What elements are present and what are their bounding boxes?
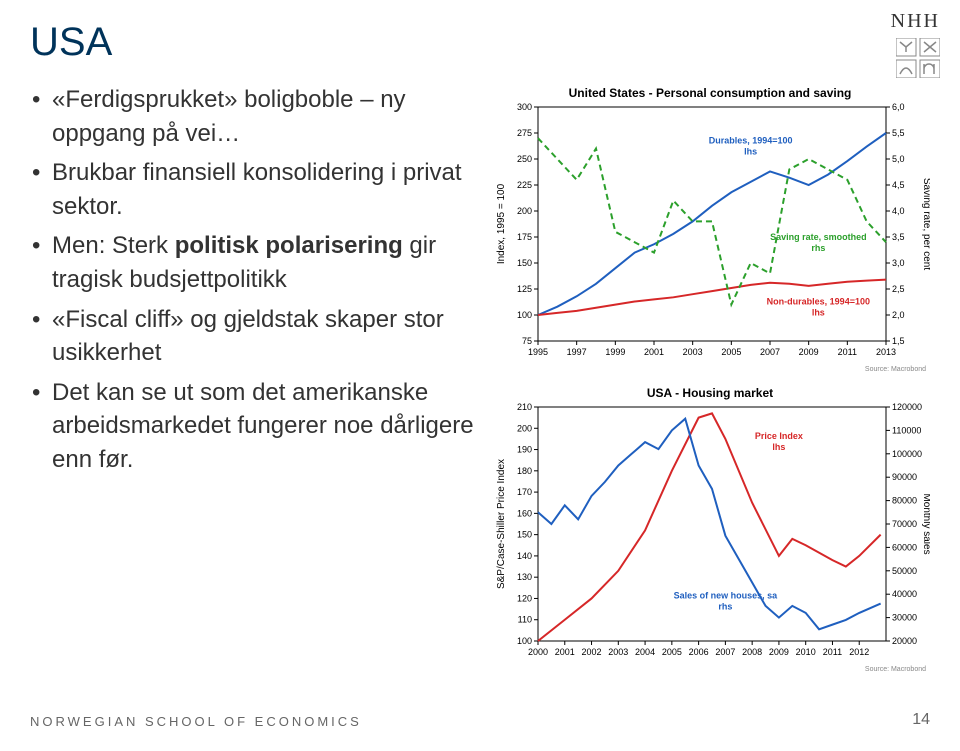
- svg-text:S&P/Case-Shiller Price Index: S&P/Case-Shiller Price Index: [496, 459, 507, 589]
- svg-text:1999: 1999: [605, 347, 625, 357]
- svg-text:Sales of new houses, sa: Sales of new houses, sa: [674, 590, 779, 600]
- bullet-item: Brukbar finansiell konsolidering i priva…: [48, 156, 480, 223]
- bullet-item: «Ferdigsprukket» boligboble – ny oppgang…: [48, 83, 480, 150]
- svg-text:2006: 2006: [689, 647, 709, 657]
- bullet-item: Det kan se ut som det amerikanske arbeid…: [48, 376, 480, 477]
- svg-text:5,0: 5,0: [892, 154, 905, 164]
- svg-text:1995: 1995: [528, 347, 548, 357]
- svg-text:2004: 2004: [635, 647, 655, 657]
- svg-text:75: 75: [522, 336, 532, 346]
- svg-text:125: 125: [517, 284, 532, 294]
- nhh-logo-icons: [896, 38, 940, 78]
- svg-text:2011: 2011: [823, 647, 842, 657]
- svg-text:130: 130: [517, 572, 532, 582]
- svg-text:2012: 2012: [849, 647, 869, 657]
- bullet-item: Men: Sterk politisk polarisering gir tra…: [48, 229, 480, 296]
- svg-text:150: 150: [517, 258, 532, 268]
- svg-text:6,0: 6,0: [892, 102, 905, 112]
- svg-text:30000: 30000: [892, 613, 917, 623]
- svg-text:110: 110: [518, 615, 532, 625]
- svg-text:150: 150: [517, 530, 532, 540]
- svg-text:2010: 2010: [796, 647, 816, 657]
- svg-text:170: 170: [517, 487, 532, 497]
- chart-consumption-saving: United States - Personal consumption and…: [490, 83, 930, 373]
- svg-text:120000: 120000: [892, 402, 922, 412]
- svg-text:lhs: lhs: [772, 442, 785, 452]
- svg-text:225: 225: [517, 180, 532, 190]
- svg-text:110000: 110000: [892, 425, 921, 435]
- svg-text:Saving rate, smoothed: Saving rate, smoothed: [770, 232, 867, 242]
- svg-text:40000: 40000: [892, 589, 917, 599]
- svg-text:200: 200: [517, 206, 532, 216]
- svg-text:2005: 2005: [662, 647, 682, 657]
- svg-text:lhs: lhs: [744, 146, 757, 156]
- svg-text:3,5: 3,5: [892, 232, 905, 242]
- bullet-item: «Fiscal cliff» og gjeldstak skaper stor …: [48, 303, 480, 370]
- svg-text:140: 140: [517, 551, 532, 561]
- svg-text:100: 100: [517, 636, 532, 646]
- svg-text:2013: 2013: [876, 347, 896, 357]
- svg-text:2003: 2003: [683, 347, 703, 357]
- svg-text:Saving rate, per cent: Saving rate, per cent: [921, 178, 930, 270]
- svg-text:1,5: 1,5: [892, 336, 905, 346]
- svg-text:Monthly sales: Monthly sales: [921, 493, 930, 554]
- svg-text:2,5: 2,5: [892, 284, 905, 294]
- svg-text:120: 120: [517, 593, 532, 603]
- nhh-logo-text: NHH: [891, 10, 940, 33]
- svg-text:2005: 2005: [721, 347, 741, 357]
- svg-text:210: 210: [517, 402, 532, 412]
- svg-text:50000: 50000: [892, 566, 917, 576]
- svg-text:2009: 2009: [769, 647, 789, 657]
- svg-text:80000: 80000: [892, 496, 917, 506]
- svg-text:Price Index: Price Index: [755, 431, 803, 441]
- svg-text:2001: 2001: [555, 647, 575, 657]
- svg-text:200: 200: [517, 423, 532, 433]
- svg-text:1997: 1997: [567, 347, 587, 357]
- svg-text:Source: Macrobond: Source: Macrobond: [865, 666, 926, 673]
- svg-text:3,0: 3,0: [892, 258, 905, 268]
- svg-text:2007: 2007: [760, 347, 780, 357]
- svg-text:Durables, 1994=100: Durables, 1994=100: [709, 135, 793, 145]
- svg-text:rhs: rhs: [718, 601, 732, 611]
- svg-text:United States - Personal consu: United States - Personal consumption and…: [569, 86, 852, 100]
- page-title: USA: [30, 20, 930, 65]
- svg-text:4,5: 4,5: [892, 180, 905, 190]
- svg-text:USA - Housing market: USA - Housing market: [647, 386, 773, 400]
- svg-text:4,0: 4,0: [892, 206, 905, 216]
- svg-text:2002: 2002: [582, 647, 602, 657]
- svg-text:2007: 2007: [715, 647, 735, 657]
- chart-housing-market: USA - Housing market 100 110 120 130 140 150 16…: [490, 383, 930, 673]
- svg-text:100: 100: [517, 310, 532, 320]
- svg-text:Index, 1995 = 100: Index, 1995 = 100: [496, 183, 507, 264]
- svg-text:rhs: rhs: [811, 243, 825, 253]
- svg-text:2008: 2008: [742, 647, 762, 657]
- svg-text:2009: 2009: [799, 347, 819, 357]
- svg-text:2000: 2000: [528, 647, 548, 657]
- svg-text:Non-durables, 1994=100: Non-durables, 1994=100: [767, 297, 870, 307]
- svg-text:90000: 90000: [892, 472, 917, 482]
- svg-text:2003: 2003: [608, 647, 628, 657]
- svg-text:Source: Macrobond: Source: Macrobond: [865, 366, 926, 373]
- page-number: 14: [912, 711, 930, 729]
- svg-text:190: 190: [517, 445, 532, 455]
- svg-text:2011: 2011: [838, 347, 857, 357]
- svg-text:175: 175: [517, 232, 532, 242]
- svg-text:250: 250: [517, 154, 532, 164]
- bullet-list: «Ferdigsprukket» boligboble – ny oppgang…: [30, 83, 480, 711]
- svg-text:300: 300: [517, 102, 532, 112]
- svg-text:2001: 2001: [644, 347, 664, 357]
- svg-text:lhs: lhs: [812, 308, 825, 318]
- svg-text:180: 180: [517, 466, 532, 476]
- svg-text:100000: 100000: [892, 449, 922, 459]
- svg-text:275: 275: [517, 128, 532, 138]
- svg-text:160: 160: [517, 508, 532, 518]
- svg-text:20000: 20000: [892, 636, 917, 646]
- svg-text:60000: 60000: [892, 542, 917, 552]
- footer-logo: NORWEGIAN SCHOOL OF ECONOMICS: [30, 714, 362, 729]
- svg-text:70000: 70000: [892, 519, 917, 529]
- svg-text:2,0: 2,0: [892, 310, 905, 320]
- svg-text:5,5: 5,5: [892, 128, 905, 138]
